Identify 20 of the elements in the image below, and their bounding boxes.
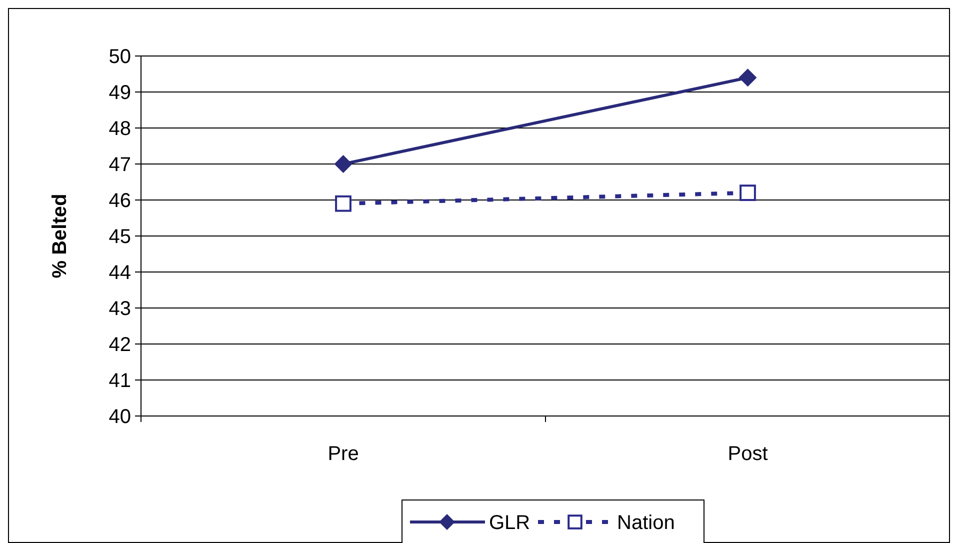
y-tick-label: 46: [108, 190, 131, 212]
x-tick-label: Pre: [328, 443, 359, 465]
y-tick-label: 47: [108, 154, 131, 176]
point: [334, 155, 352, 173]
y-tick-label: 50: [108, 46, 131, 68]
x-tick-label: Post: [728, 443, 768, 465]
y-tick-label: 41: [108, 370, 131, 392]
y-tick-label: 49: [108, 82, 131, 104]
point: [740, 184, 756, 201]
legend-label: GLR: [489, 512, 530, 534]
point: [738, 68, 757, 87]
y-tick-label: 42: [108, 334, 131, 356]
y-axis-title: % Belted: [49, 194, 71, 278]
y-tick-label: 48: [108, 118, 131, 140]
legend-label: Nation: [617, 512, 675, 534]
y-tick-label: 43: [108, 298, 131, 320]
point: [335, 195, 352, 212]
y-tick-label: 44: [108, 262, 131, 284]
y-tick-label: 45: [108, 226, 131, 248]
y-tick-label: 40: [108, 406, 131, 428]
